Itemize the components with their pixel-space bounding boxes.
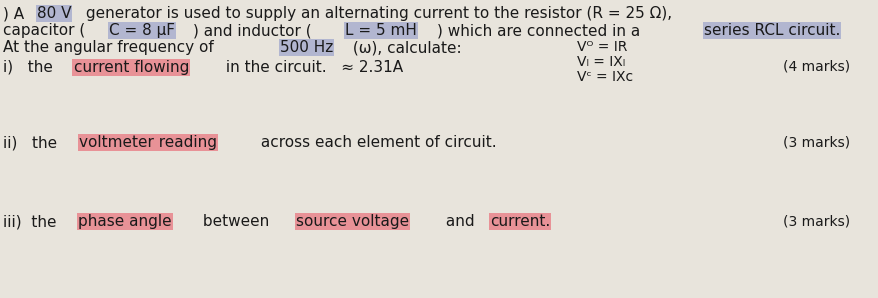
Text: ) A: ) A — [4, 6, 29, 21]
Text: 80 V: 80 V — [37, 6, 71, 21]
Text: Vₗ = IXₗ: Vₗ = IXₗ — [577, 55, 624, 69]
Text: generator is used to supply an alternating current to the resistor (R = 25 Ω),: generator is used to supply an alternati… — [81, 6, 672, 21]
Text: i)   the: i) the — [4, 60, 58, 75]
Text: (ω), calculate:: (ω), calculate: — [348, 40, 461, 55]
Text: 500 Hz: 500 Hz — [279, 40, 333, 55]
Text: in the circuit.   ≈ 2.31A: in the circuit. ≈ 2.31A — [221, 60, 403, 75]
Text: iii)  the: iii) the — [4, 214, 61, 229]
Text: L = 5 mH: L = 5 mH — [345, 23, 417, 38]
Text: ) and inductor (: ) and inductor ( — [193, 23, 312, 38]
Text: (4 marks): (4 marks) — [782, 60, 849, 74]
Text: source voltage: source voltage — [295, 214, 408, 229]
Text: ) which are connected in a: ) which are connected in a — [437, 23, 644, 38]
Text: capacitor (: capacitor ( — [4, 23, 85, 38]
Text: At the angular frequency of: At the angular frequency of — [4, 40, 219, 55]
Text: between: between — [198, 214, 274, 229]
Text: ii)   the: ii) the — [4, 135, 62, 150]
Text: (3 marks): (3 marks) — [782, 214, 849, 228]
Text: current.: current. — [489, 214, 550, 229]
Text: Vᶜ = IXc: Vᶜ = IXc — [577, 70, 633, 84]
Text: Vᴼ = IR: Vᴼ = IR — [577, 40, 627, 54]
Text: C = 8 μF: C = 8 μF — [109, 23, 175, 38]
Text: voltmeter reading: voltmeter reading — [79, 135, 217, 150]
Text: and: and — [440, 214, 479, 229]
Text: current flowing: current flowing — [74, 60, 189, 75]
Text: (3 marks): (3 marks) — [782, 135, 849, 149]
Text: across each element of circuit.: across each element of circuit. — [255, 135, 496, 150]
Text: phase angle: phase angle — [78, 214, 171, 229]
Text: series RCL circuit.: series RCL circuit. — [703, 23, 839, 38]
